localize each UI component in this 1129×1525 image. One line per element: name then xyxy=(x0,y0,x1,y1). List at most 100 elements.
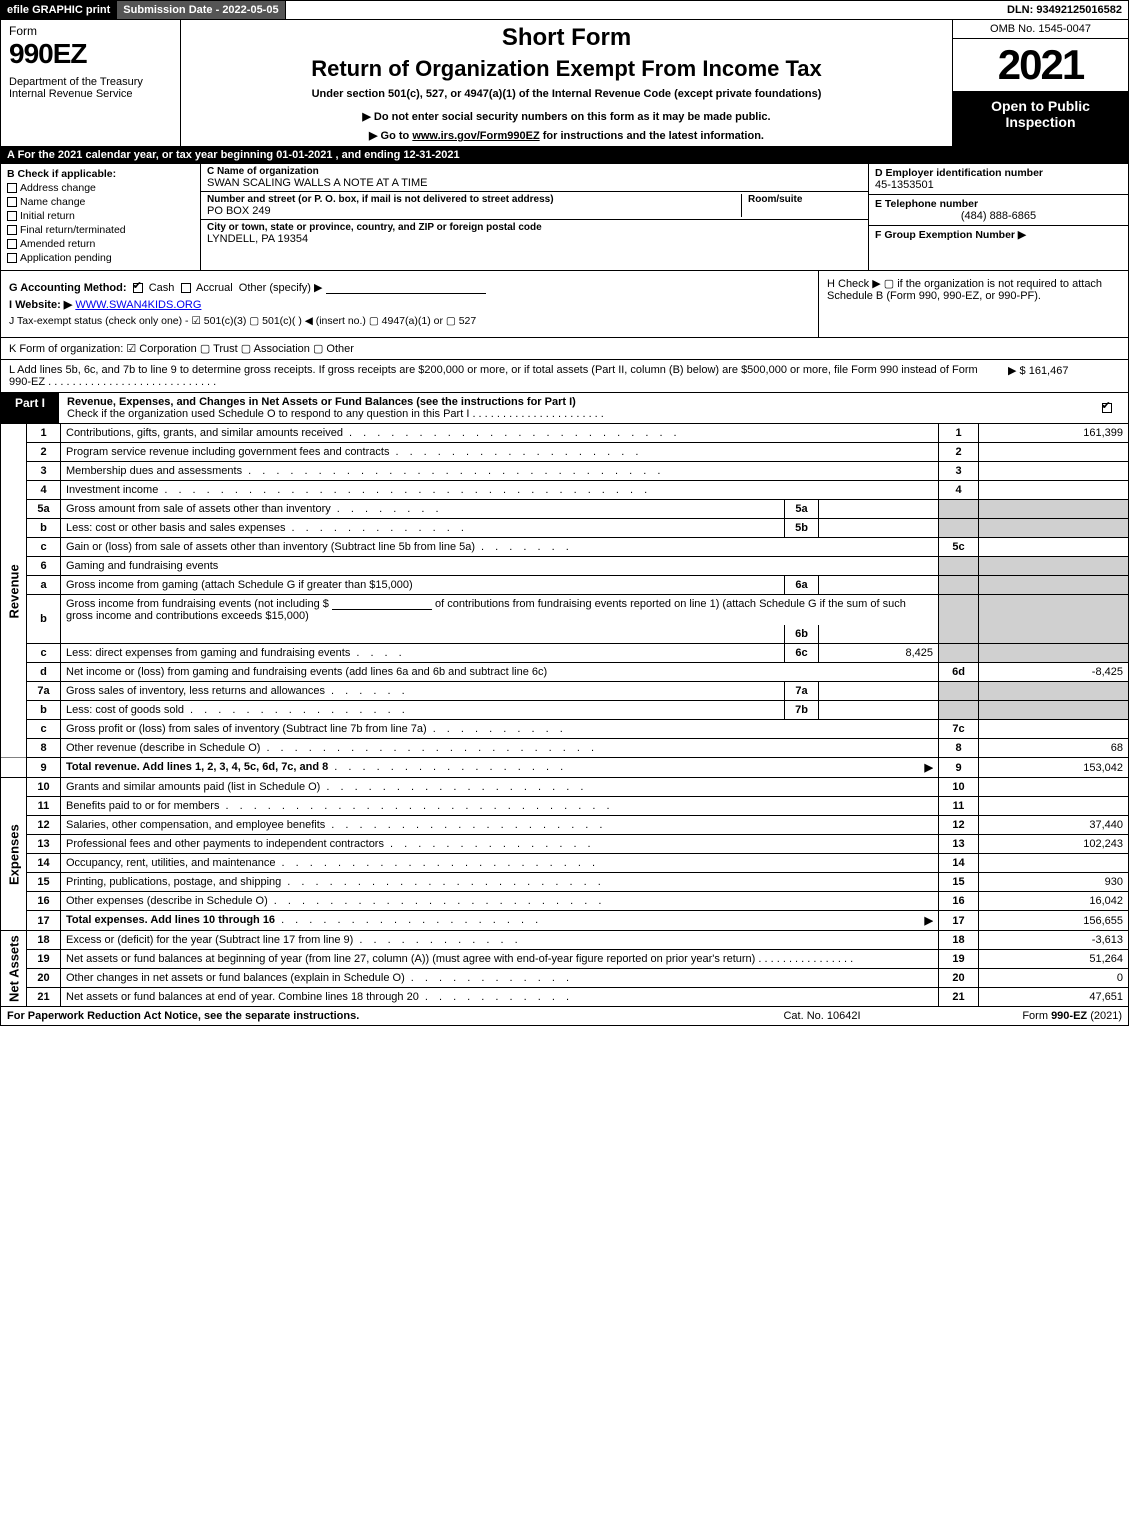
line-rnum-shade xyxy=(939,701,979,720)
line-l-text: L Add lines 5b, 6c, and 7b to line 9 to … xyxy=(9,364,1000,388)
org-name-cell: C Name of organization SWAN SCALING WALL… xyxy=(201,164,868,192)
part-1-header: Part I Revenue, Expenses, and Changes in… xyxy=(0,393,1129,424)
group-exemption-label: F Group Exemption Number ▶ xyxy=(875,229,1026,241)
part-1-title: Revenue, Expenses, and Changes in Net As… xyxy=(59,393,1088,423)
line-desc: Total revenue. Add lines 1, 2, 3, 4, 5c,… xyxy=(61,758,939,778)
department-label: Department of the Treasury Internal Reve… xyxy=(9,76,172,100)
line-subnum: 7a xyxy=(785,682,819,701)
line-desc: Investment income. . . . . . . . . . . .… xyxy=(61,481,939,500)
chk-application-pending[interactable]: Application pending xyxy=(7,252,194,264)
line-rnum: 3 xyxy=(939,462,979,481)
line-num: 7a xyxy=(27,682,61,701)
line-rval: 47,651 xyxy=(979,988,1129,1007)
line-num: 15 xyxy=(27,873,61,892)
chk-name-change[interactable]: Name change xyxy=(7,196,194,208)
line-rnum: 1 xyxy=(939,424,979,443)
chk-address-change[interactable]: Address change xyxy=(7,182,194,194)
line-rnum: 20 xyxy=(939,969,979,988)
line-rnum: 16 xyxy=(939,892,979,911)
section-b-heading: B Check if applicable: xyxy=(7,168,194,180)
line-g: G Accounting Method: Cash Accrual Other … xyxy=(9,281,810,294)
street-value: PO BOX 249 xyxy=(207,205,735,217)
line-rnum: 5c xyxy=(939,538,979,557)
part-1-checkbox[interactable] xyxy=(1088,393,1128,423)
line-i: I Website: ▶ WWW.SWAN4KIDS.ORG xyxy=(9,298,810,311)
chk-cash[interactable] xyxy=(133,283,143,293)
line-rnum: 19 xyxy=(939,950,979,969)
footer-right: Form 990-EZ (2021) xyxy=(922,1010,1122,1022)
footer-mid: Cat. No. 10642I xyxy=(722,1010,922,1022)
chk-initial-return[interactable]: Initial return xyxy=(7,210,194,222)
line-num: 9 xyxy=(27,758,61,778)
line-desc: Gross profit or (loss) from sales of inv… xyxy=(61,720,939,739)
line-rnum: 21 xyxy=(939,988,979,1007)
line-subval xyxy=(819,500,939,519)
submission-date: Submission Date - 2022-05-05 xyxy=(117,1,285,19)
chk-amended-return[interactable]: Amended return xyxy=(7,238,194,250)
line-rnum: 2 xyxy=(939,443,979,462)
line-rnum: 8 xyxy=(939,739,979,758)
g-other: Other (specify) ▶ xyxy=(239,282,323,294)
line-subnum: 6b xyxy=(785,625,819,644)
ghij-block: G Accounting Method: Cash Accrual Other … xyxy=(0,271,1129,338)
address-row: Number and street (or P. O. box, if mail… xyxy=(201,192,868,220)
website-link[interactable]: WWW.SWAN4KIDS.ORG xyxy=(75,299,201,311)
line-rval xyxy=(979,797,1129,816)
chk-final-return[interactable]: Final return/terminated xyxy=(7,224,194,236)
line-rnum-shade xyxy=(939,576,979,595)
line-rval: 37,440 xyxy=(979,816,1129,835)
line-desc: Other changes in net assets or fund bala… xyxy=(61,969,939,988)
line-rval: -3,613 xyxy=(979,931,1129,950)
line-rnum-shade xyxy=(939,519,979,538)
line-rnum: 10 xyxy=(939,778,979,797)
section-b: B Check if applicable: Address change Na… xyxy=(1,164,201,270)
open-public-inspection: Open to Public Inspection xyxy=(953,92,1128,146)
line-rnum: 15 xyxy=(939,873,979,892)
line-desc: Net assets or fund balances at beginning… xyxy=(61,950,939,969)
g-other-blank[interactable] xyxy=(326,293,486,294)
chk-accrual[interactable] xyxy=(181,283,191,293)
form-word: Form xyxy=(9,24,172,38)
line-k: K Form of organization: ☑ Corporation ▢ … xyxy=(0,338,1129,360)
line-rval-shade xyxy=(979,576,1129,595)
org-name: SWAN SCALING WALLS A NOTE AT A TIME xyxy=(207,177,862,189)
line-num: 4 xyxy=(27,481,61,500)
line-num: b xyxy=(27,595,61,644)
line-desc: Professional fees and other payments to … xyxy=(61,835,939,854)
line-num: 1 xyxy=(27,424,61,443)
irs-link[interactable]: www.irs.gov/Form990EZ xyxy=(412,130,539,142)
line-num: 5a xyxy=(27,500,61,519)
efile-badge: efile GRAPHIC print xyxy=(1,1,117,19)
line-rval: 0 xyxy=(979,969,1129,988)
line-rval xyxy=(979,443,1129,462)
revenue-side-label: Revenue xyxy=(1,424,27,758)
phone-label: E Telephone number xyxy=(875,198,1122,210)
line-subval xyxy=(819,701,939,720)
line-num: 14 xyxy=(27,854,61,873)
line-num: 16 xyxy=(27,892,61,911)
line-rval: 51,264 xyxy=(979,950,1129,969)
line-rval-shade xyxy=(979,701,1129,720)
line-num: 2 xyxy=(27,443,61,462)
line-rnum: 14 xyxy=(939,854,979,873)
line-rval xyxy=(979,481,1129,500)
form-number: 990EZ xyxy=(9,38,172,70)
part-1-table: Revenue 1 Contributions, gifts, grants, … xyxy=(0,424,1129,1007)
line-rval xyxy=(979,854,1129,873)
line-desc: Net income or (loss) from gaming and fun… xyxy=(61,663,939,682)
line-desc: Gain or (loss) from sale of assets other… xyxy=(61,538,939,557)
line-rval: 102,243 xyxy=(979,835,1129,854)
line-rval: 16,042 xyxy=(979,892,1129,911)
line-rnum: 17 xyxy=(939,911,979,931)
city-value: LYNDELL, PA 19354 xyxy=(207,233,862,245)
line-subnum: 6a xyxy=(785,576,819,595)
line-desc: Less: cost of goods sold. . . . . . . . … xyxy=(61,701,785,720)
line-rnum-shade xyxy=(939,682,979,701)
group-exemption-cell: F Group Exemption Number ▶ xyxy=(869,226,1128,270)
line-desc: Benefits paid to or for members. . . . .… xyxy=(61,797,939,816)
line-rnum: 9 xyxy=(939,758,979,778)
subtitle-2: ▶ Do not enter social security numbers o… xyxy=(189,110,944,123)
line-num: c xyxy=(27,538,61,557)
line-rnum: 11 xyxy=(939,797,979,816)
expenses-side-label: Expenses xyxy=(1,778,27,931)
